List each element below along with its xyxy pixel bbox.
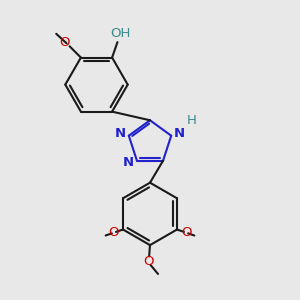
Text: N: N [115, 127, 126, 140]
Text: N: N [174, 127, 185, 140]
Text: O: O [59, 36, 70, 49]
Text: O: O [143, 255, 154, 268]
Text: N: N [123, 157, 134, 169]
Text: OH: OH [110, 27, 130, 40]
Text: O: O [108, 226, 119, 239]
Text: H: H [187, 114, 196, 127]
Text: O: O [181, 226, 192, 239]
